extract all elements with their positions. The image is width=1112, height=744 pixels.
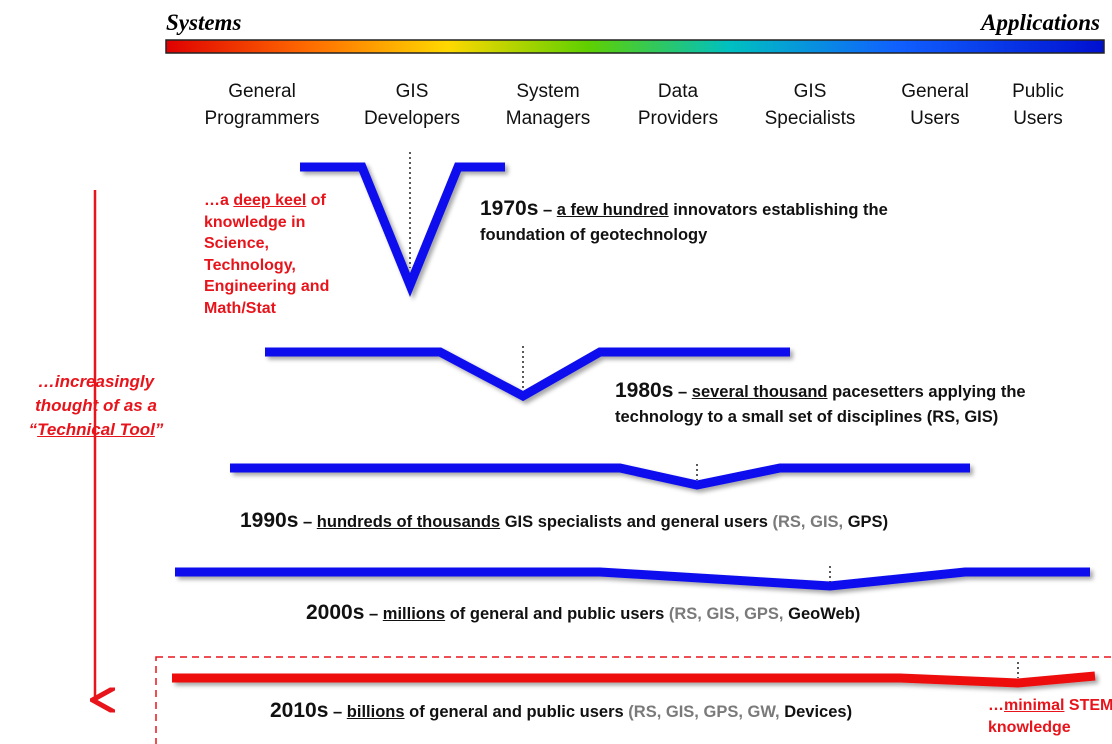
emphasis: hundreds of thousands	[316, 513, 501, 531]
emphasis: millions	[382, 605, 446, 623]
text: STEM	[1068, 697, 1112, 714]
column-line: Public	[1012, 81, 1064, 102]
text: Technology,	[204, 256, 296, 274]
tech: Devices)	[784, 703, 853, 721]
era-1970s: 1970s – a few hundred innovators establi…	[480, 196, 888, 248]
column-label: GIS Specialists	[765, 78, 856, 132]
tech: (RS,	[772, 513, 806, 531]
column-line: Developers	[363, 108, 461, 129]
profile-1980s	[265, 347, 790, 402]
text: pacesetters applying the	[832, 383, 1026, 401]
text: Engineering and	[204, 278, 330, 295]
text: Science,	[204, 235, 269, 252]
dash: –	[303, 513, 313, 531]
era-2000s: 2000s – millions of general and public u…	[306, 600, 860, 627]
column-line: GIS	[395, 81, 429, 102]
column-label: Data Providers	[638, 78, 718, 132]
decade: 1970s	[480, 197, 539, 220]
side-note: …increasingly thought of as a “Technical T…	[29, 370, 164, 442]
decade: 2010s	[270, 699, 329, 722]
text: ”	[154, 420, 164, 439]
era-1980s: 1980s – several thousand pacesetters app…	[615, 378, 1026, 430]
column-line: System	[516, 81, 580, 102]
tech: GPS)	[847, 513, 889, 531]
column-line: Users	[910, 108, 960, 129]
stem-note: …minimal STEM knowledge	[988, 695, 1112, 739]
profile-1970s	[300, 162, 505, 297]
column-line: Data	[657, 81, 699, 102]
emphasis: Technical Tool	[37, 420, 155, 439]
tech: GW,	[747, 703, 780, 721]
column-line: General	[228, 81, 296, 102]
text: “	[28, 420, 38, 439]
dash: –	[369, 605, 379, 623]
emphasis: minimal	[1004, 697, 1065, 714]
dash: –	[678, 383, 688, 401]
column-label: GIS Developers	[364, 78, 460, 132]
profile-1990s	[230, 463, 970, 490]
text: …	[988, 697, 1004, 714]
column-line: Programmers	[204, 108, 320, 129]
text: technology to a small set of disciplines…	[615, 408, 999, 426]
decade: 2000s	[306, 601, 365, 624]
header-right: Applications	[981, 10, 1100, 35]
emphasis: billions	[346, 703, 405, 721]
column-line: Managers	[505, 108, 591, 129]
tech: GIS,	[665, 703, 699, 721]
column-line: Users	[1013, 108, 1063, 129]
column-line: Providers	[637, 108, 719, 129]
decade: 1990s	[240, 509, 299, 532]
tech: GeoWeb)	[788, 605, 861, 623]
profile-2000s	[175, 567, 1090, 591]
text: of general and public users	[449, 605, 665, 623]
text: knowledge in	[204, 213, 306, 231]
column-label: System Managers	[506, 78, 591, 132]
tech: GIS,	[810, 513, 844, 531]
emphasis: a few hundred	[556, 201, 669, 219]
text: …increasingly	[37, 372, 155, 391]
text: GIS specialists and general users	[504, 513, 768, 531]
tech: (RS,	[668, 605, 702, 623]
text: innovators establishing the	[673, 201, 888, 219]
column-label: Public Users	[1012, 78, 1064, 132]
text: of general and public users	[409, 703, 624, 721]
era-1990s: 1990s – hundreds of thousands GIS specia…	[240, 508, 888, 535]
text: …a	[204, 192, 229, 209]
spectrum-bar	[165, 39, 1105, 54]
tech: (RS,	[628, 703, 662, 721]
keel-note: …a deep keel of knowledge in Science, Techn…	[204, 190, 329, 319]
tech: GPS,	[744, 605, 784, 623]
era-2010s: 2010s – billions of general and public u…	[270, 698, 852, 725]
profile-2010s	[172, 671, 1096, 688]
text: knowledge	[988, 719, 1071, 736]
column-line: Specialists	[764, 108, 856, 129]
dash: –	[333, 703, 343, 721]
text: of	[310, 192, 326, 209]
dash: –	[543, 201, 553, 219]
text: foundation of geotechnology	[480, 226, 708, 244]
header-left: Systems	[166, 10, 242, 35]
column-line: GIS	[793, 81, 827, 102]
highlight-box	[155, 656, 1112, 744]
emphasis: several thousand	[691, 383, 828, 401]
tech: GPS,	[703, 703, 743, 721]
text: thought of as a	[35, 396, 157, 415]
column-line: General	[901, 81, 969, 102]
column-label: General Users	[901, 78, 969, 132]
emphasis: deep keel	[233, 192, 307, 209]
tech: GIS,	[706, 605, 740, 623]
text: Math/Stat	[204, 299, 276, 317]
column-label: General Programmers	[204, 78, 319, 132]
decade: 1980s	[615, 379, 674, 402]
